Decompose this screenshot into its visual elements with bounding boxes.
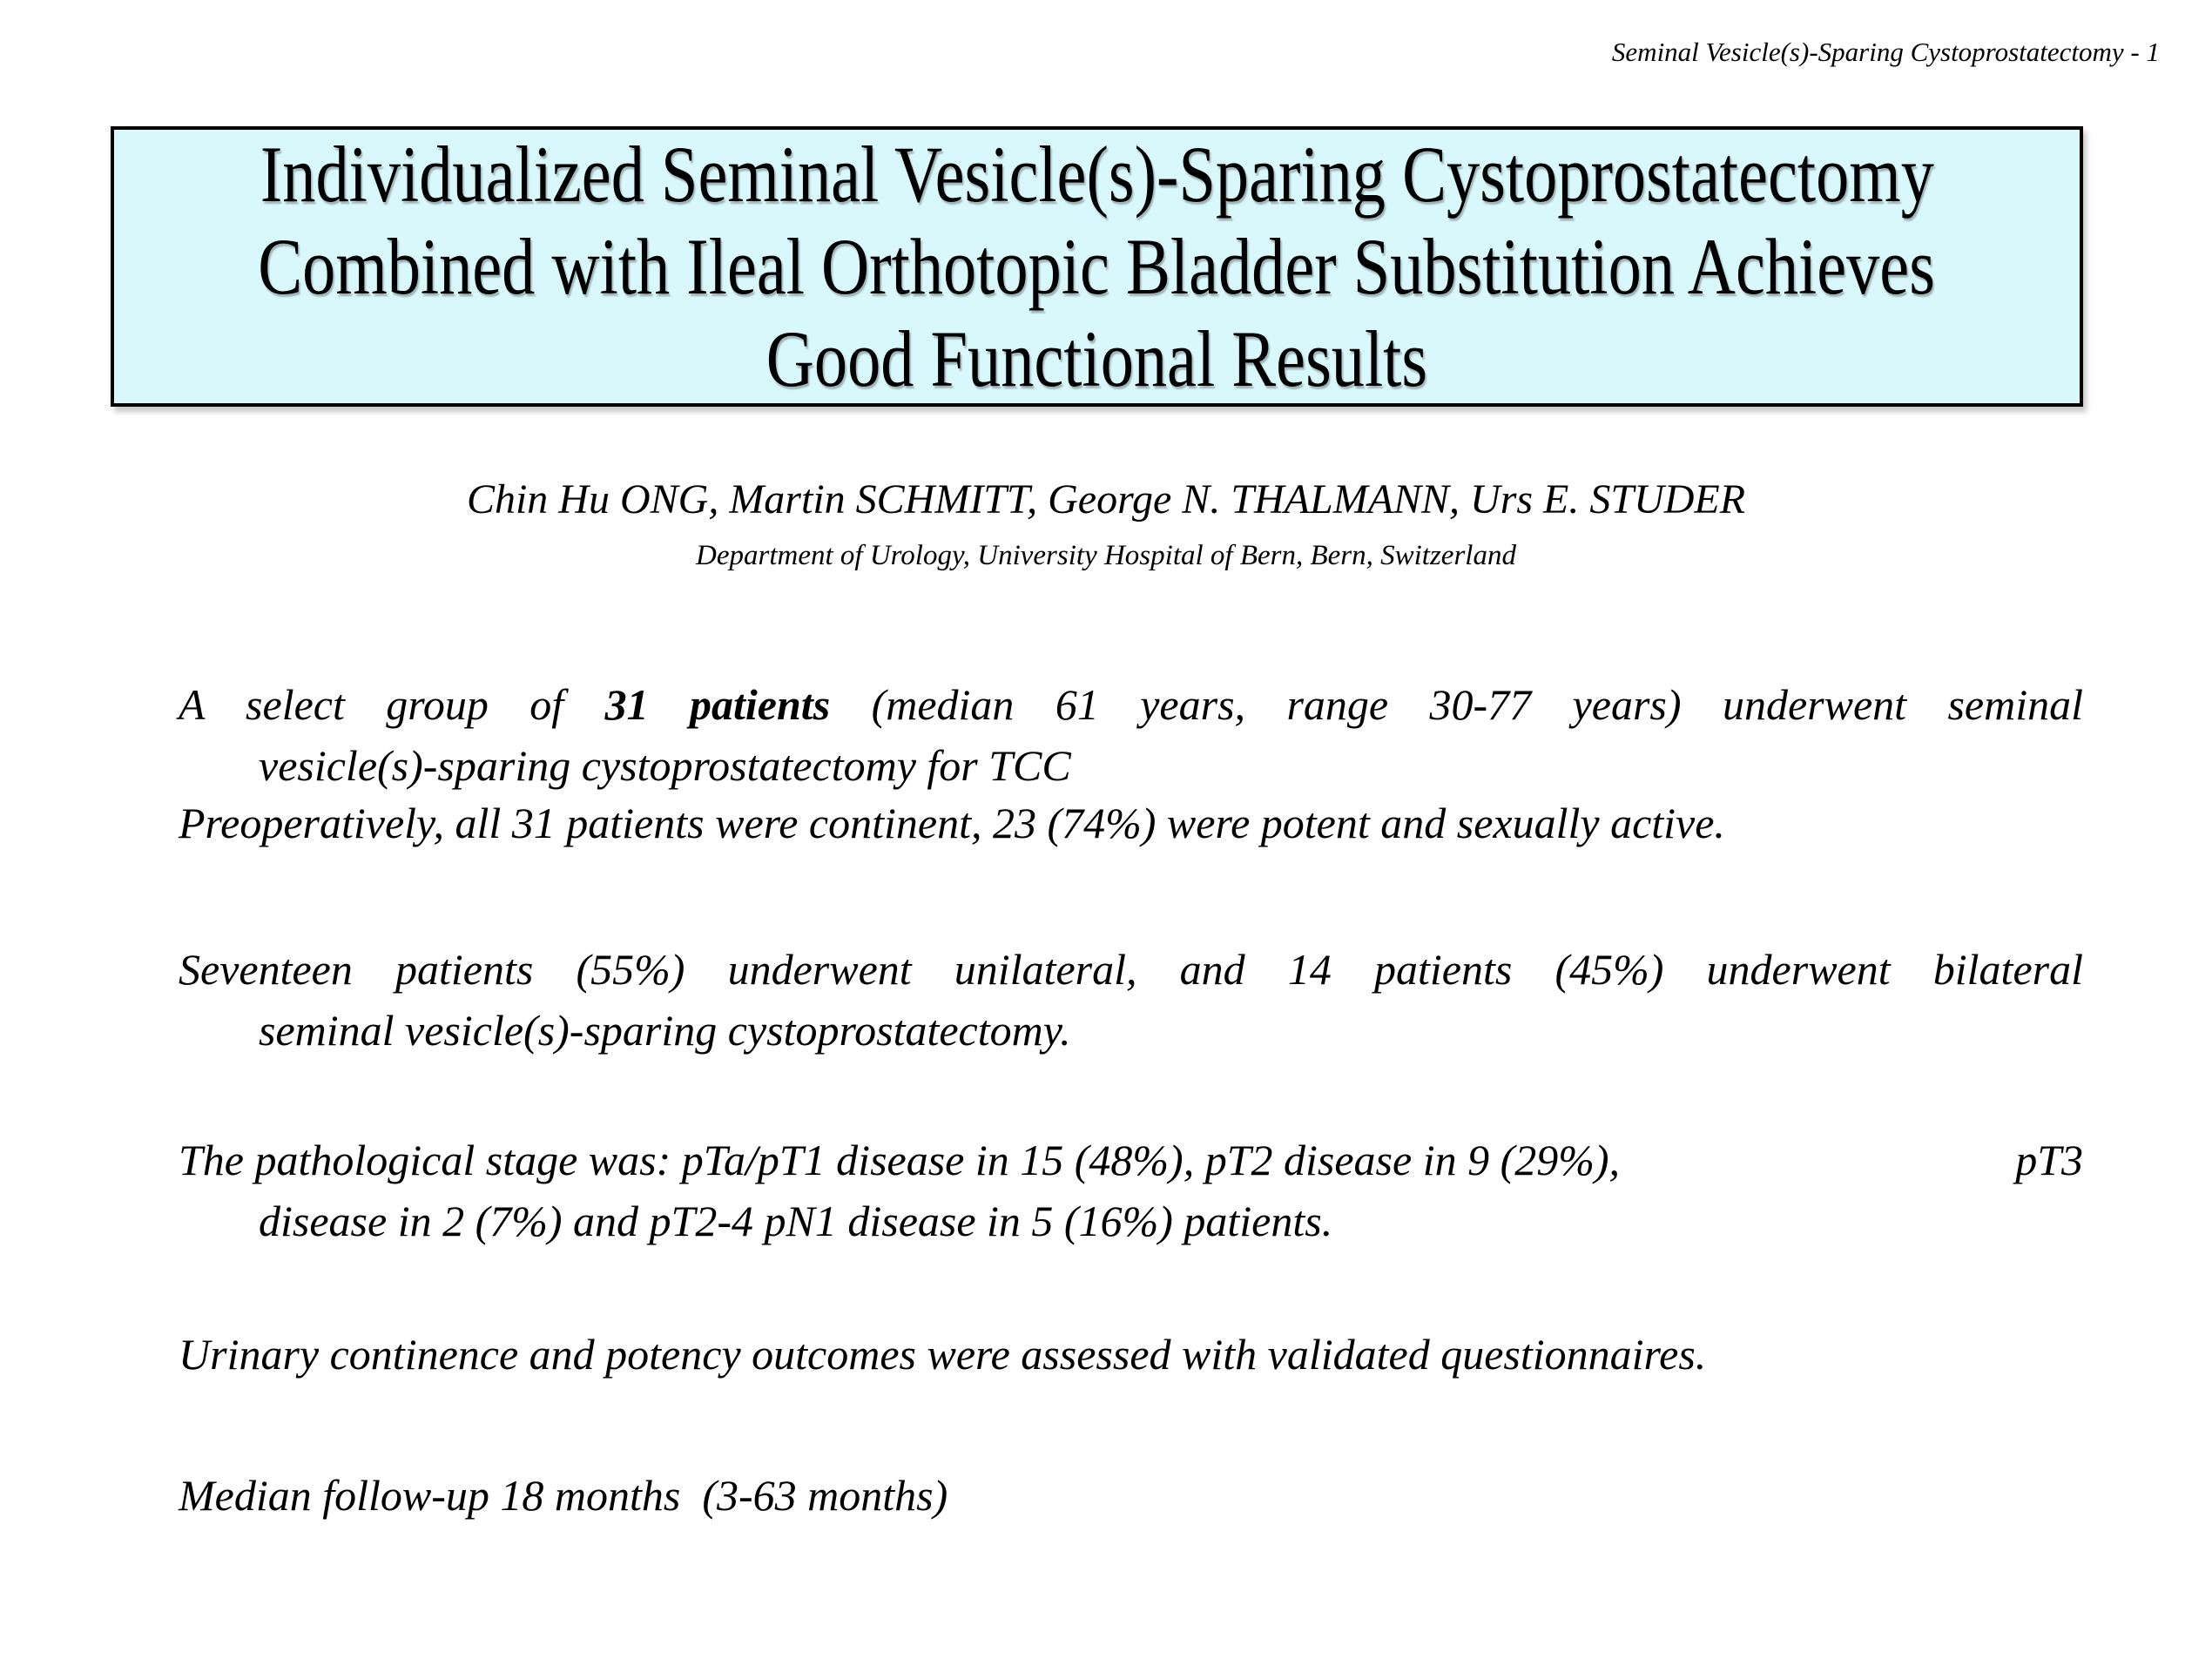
- paragraph-seventeen-patients-line-2: seminal vesicle(s)-sparing cystoprostate…: [259, 1006, 1071, 1055]
- page-header: Seminal Vesicle(s)-Sparing Cystoprostate…: [1611, 37, 2160, 67]
- paragraph-select-group-line-1: A select group of 31 patients (median 61…: [179, 674, 2083, 735]
- paragraph-pathological-stage-line-2: disease in 2 (7%) and pT2-4 pN1 disease …: [259, 1197, 1333, 1245]
- paragraph-median-followup: Median follow-up 18 months (3-63 months): [179, 1471, 948, 1520]
- title-line-3: Good Functional Results: [765, 314, 1428, 403]
- paragraph-text-bold: 31 patients: [604, 680, 831, 729]
- authors-line: Chin Hu ONG, Martin SCHMITT, George N. T…: [466, 476, 1746, 523]
- title-line-2: Combined with Ileal Orthotopic Bladder S…: [258, 222, 1936, 311]
- paragraph-text: A select group of: [179, 680, 605, 729]
- paragraph-urinary-continence: Urinary continence and potency outcomes …: [179, 1330, 1707, 1379]
- title-line-1: Individualized Seminal Vesicle(s)-Sparin…: [260, 130, 1934, 219]
- paragraph-select-group: A select group of 31 patients (median 61…: [179, 674, 2083, 796]
- paragraph-pathological-stage: The pathological stage was: pTa/pT1 dise…: [179, 1130, 2083, 1251]
- title-box: Individualized Seminal Vesicle(s)-Sparin…: [111, 126, 2083, 407]
- paragraph-select-group-line-2: vesicle(s)-sparing cystoprostatectomy fo…: [259, 741, 1071, 790]
- paragraph-preoperatively: Preoperatively, all 31 patients were con…: [179, 799, 1725, 847]
- paragraph-text: The pathological stage was: pTa/pT1 dise…: [179, 1136, 1621, 1184]
- paragraph-text: pT3: [2015, 1136, 2083, 1184]
- paragraph-pathological-stage-line-1: The pathological stage was: pTa/pT1 dise…: [179, 1130, 2083, 1190]
- affiliation-line: Department of Urology, University Hospit…: [696, 540, 1516, 571]
- paragraph-text: (median 61 years, range 30-77 years) und…: [830, 680, 2083, 729]
- paragraph-seventeen-patients-line-1: Seventeen patients (55%) underwent unila…: [179, 945, 2083, 994]
- paragraph-seventeen-patients: Seventeen patients (55%) underwent unila…: [179, 939, 2083, 1061]
- abstract: A select group of 31 patients (median 61…: [179, 0, 2083, 1659]
